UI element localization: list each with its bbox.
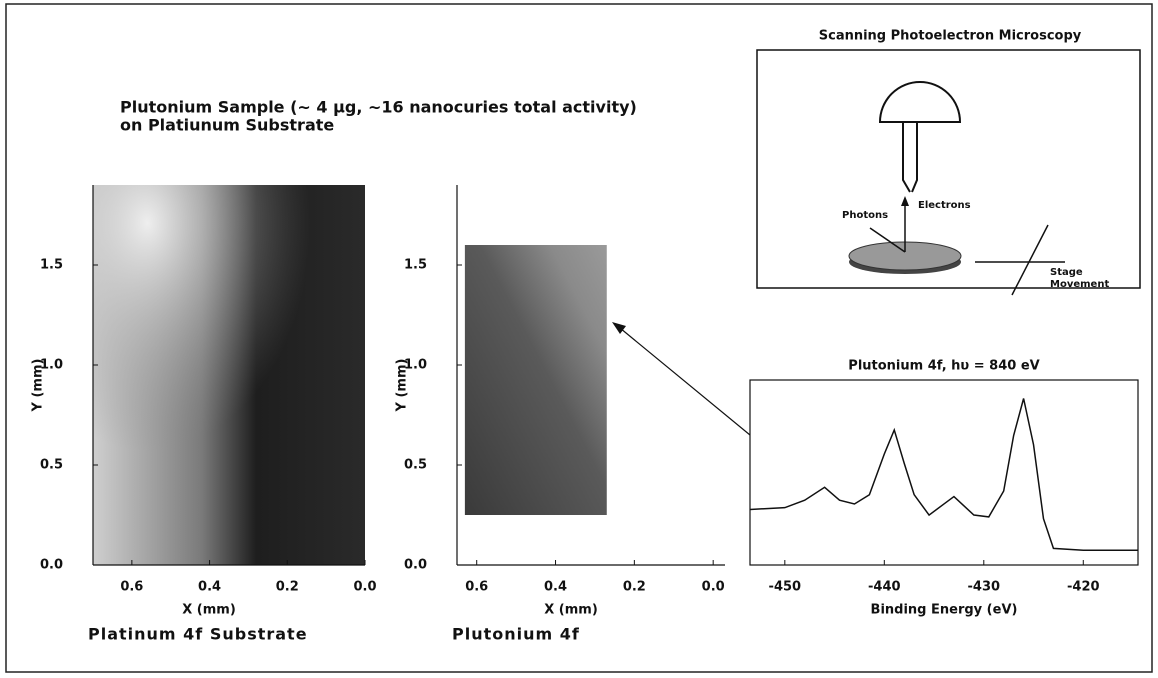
chart-title: Plutonium 4f, hυ = 840 eV [848,359,1039,374]
y-tick-label: 0.5 [40,458,63,473]
stage-arrow [1012,225,1048,295]
diagram-label: Stage [1050,267,1083,278]
figure: Plutonium Sample (~ 4 µg, ~16 nanocuries… [0,0,1158,678]
analyzer-tube [903,122,917,192]
heatmap-image [93,185,365,565]
diagram-label: Photons [842,210,888,221]
x-tick-label: 0.6 [120,580,143,595]
y-axis-label: Y (mm) [31,359,46,413]
diagram-label: Electrons [918,200,971,211]
x-tick-label: -450 [769,580,802,595]
y-tick-label: 1.5 [40,258,63,273]
x-tick-label: -430 [968,580,1001,595]
arrow-head [901,196,909,206]
x-axis-label: X (mm) [182,603,236,618]
diagram-title: Scanning Photoelectron Microscopy [819,29,1082,44]
detector [880,82,960,122]
y-tick-label: 1.5 [404,258,427,273]
caption: Platinum 4f Substrate [88,625,308,644]
x-axis-label: X (mm) [544,603,598,618]
pointer-arrow [620,328,750,435]
y-tick-label: 0.0 [404,558,427,573]
x-tick-label: 0.0 [353,580,376,595]
page: {"header": {"title": ["Plutonium Sample … [0,0,1158,678]
x-tick-label: 0.4 [198,580,221,595]
spectrum-line [750,399,1138,551]
figure-title: Plutonium Sample (~ 4 µg, ~16 nanocuries… [120,98,637,117]
x-axis-label: Binding Energy (eV) [871,603,1018,618]
y-tick-label: 0.5 [404,458,427,473]
y-tick-label: 0.0 [40,558,63,573]
heatmap-image [465,245,607,515]
x-tick-label: -420 [1067,580,1100,595]
plot-frame [750,380,1138,565]
caption: Plutonium 4f [452,625,580,644]
x-tick-label: 0.4 [544,580,567,595]
arrow-head [612,322,626,334]
x-tick-label: 0.2 [276,580,299,595]
x-tick-label: 0.6 [465,580,488,595]
y-axis-label: Y (mm) [395,359,410,413]
x-tick-label: 0.2 [623,580,646,595]
x-tick-label: -440 [868,580,901,595]
diagram-label: Movement [1050,279,1109,290]
x-tick-label: 0.0 [702,580,725,595]
diagram: Photons Electrons Stage Movement [757,50,1140,295]
figure-title: on Platiunum Substrate [120,116,334,135]
